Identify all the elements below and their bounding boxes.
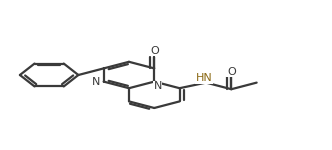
- Text: O: O: [227, 67, 236, 77]
- Text: N: N: [92, 77, 101, 87]
- Text: O: O: [150, 46, 159, 56]
- Text: HN: HN: [196, 73, 213, 83]
- Text: N: N: [153, 81, 162, 91]
